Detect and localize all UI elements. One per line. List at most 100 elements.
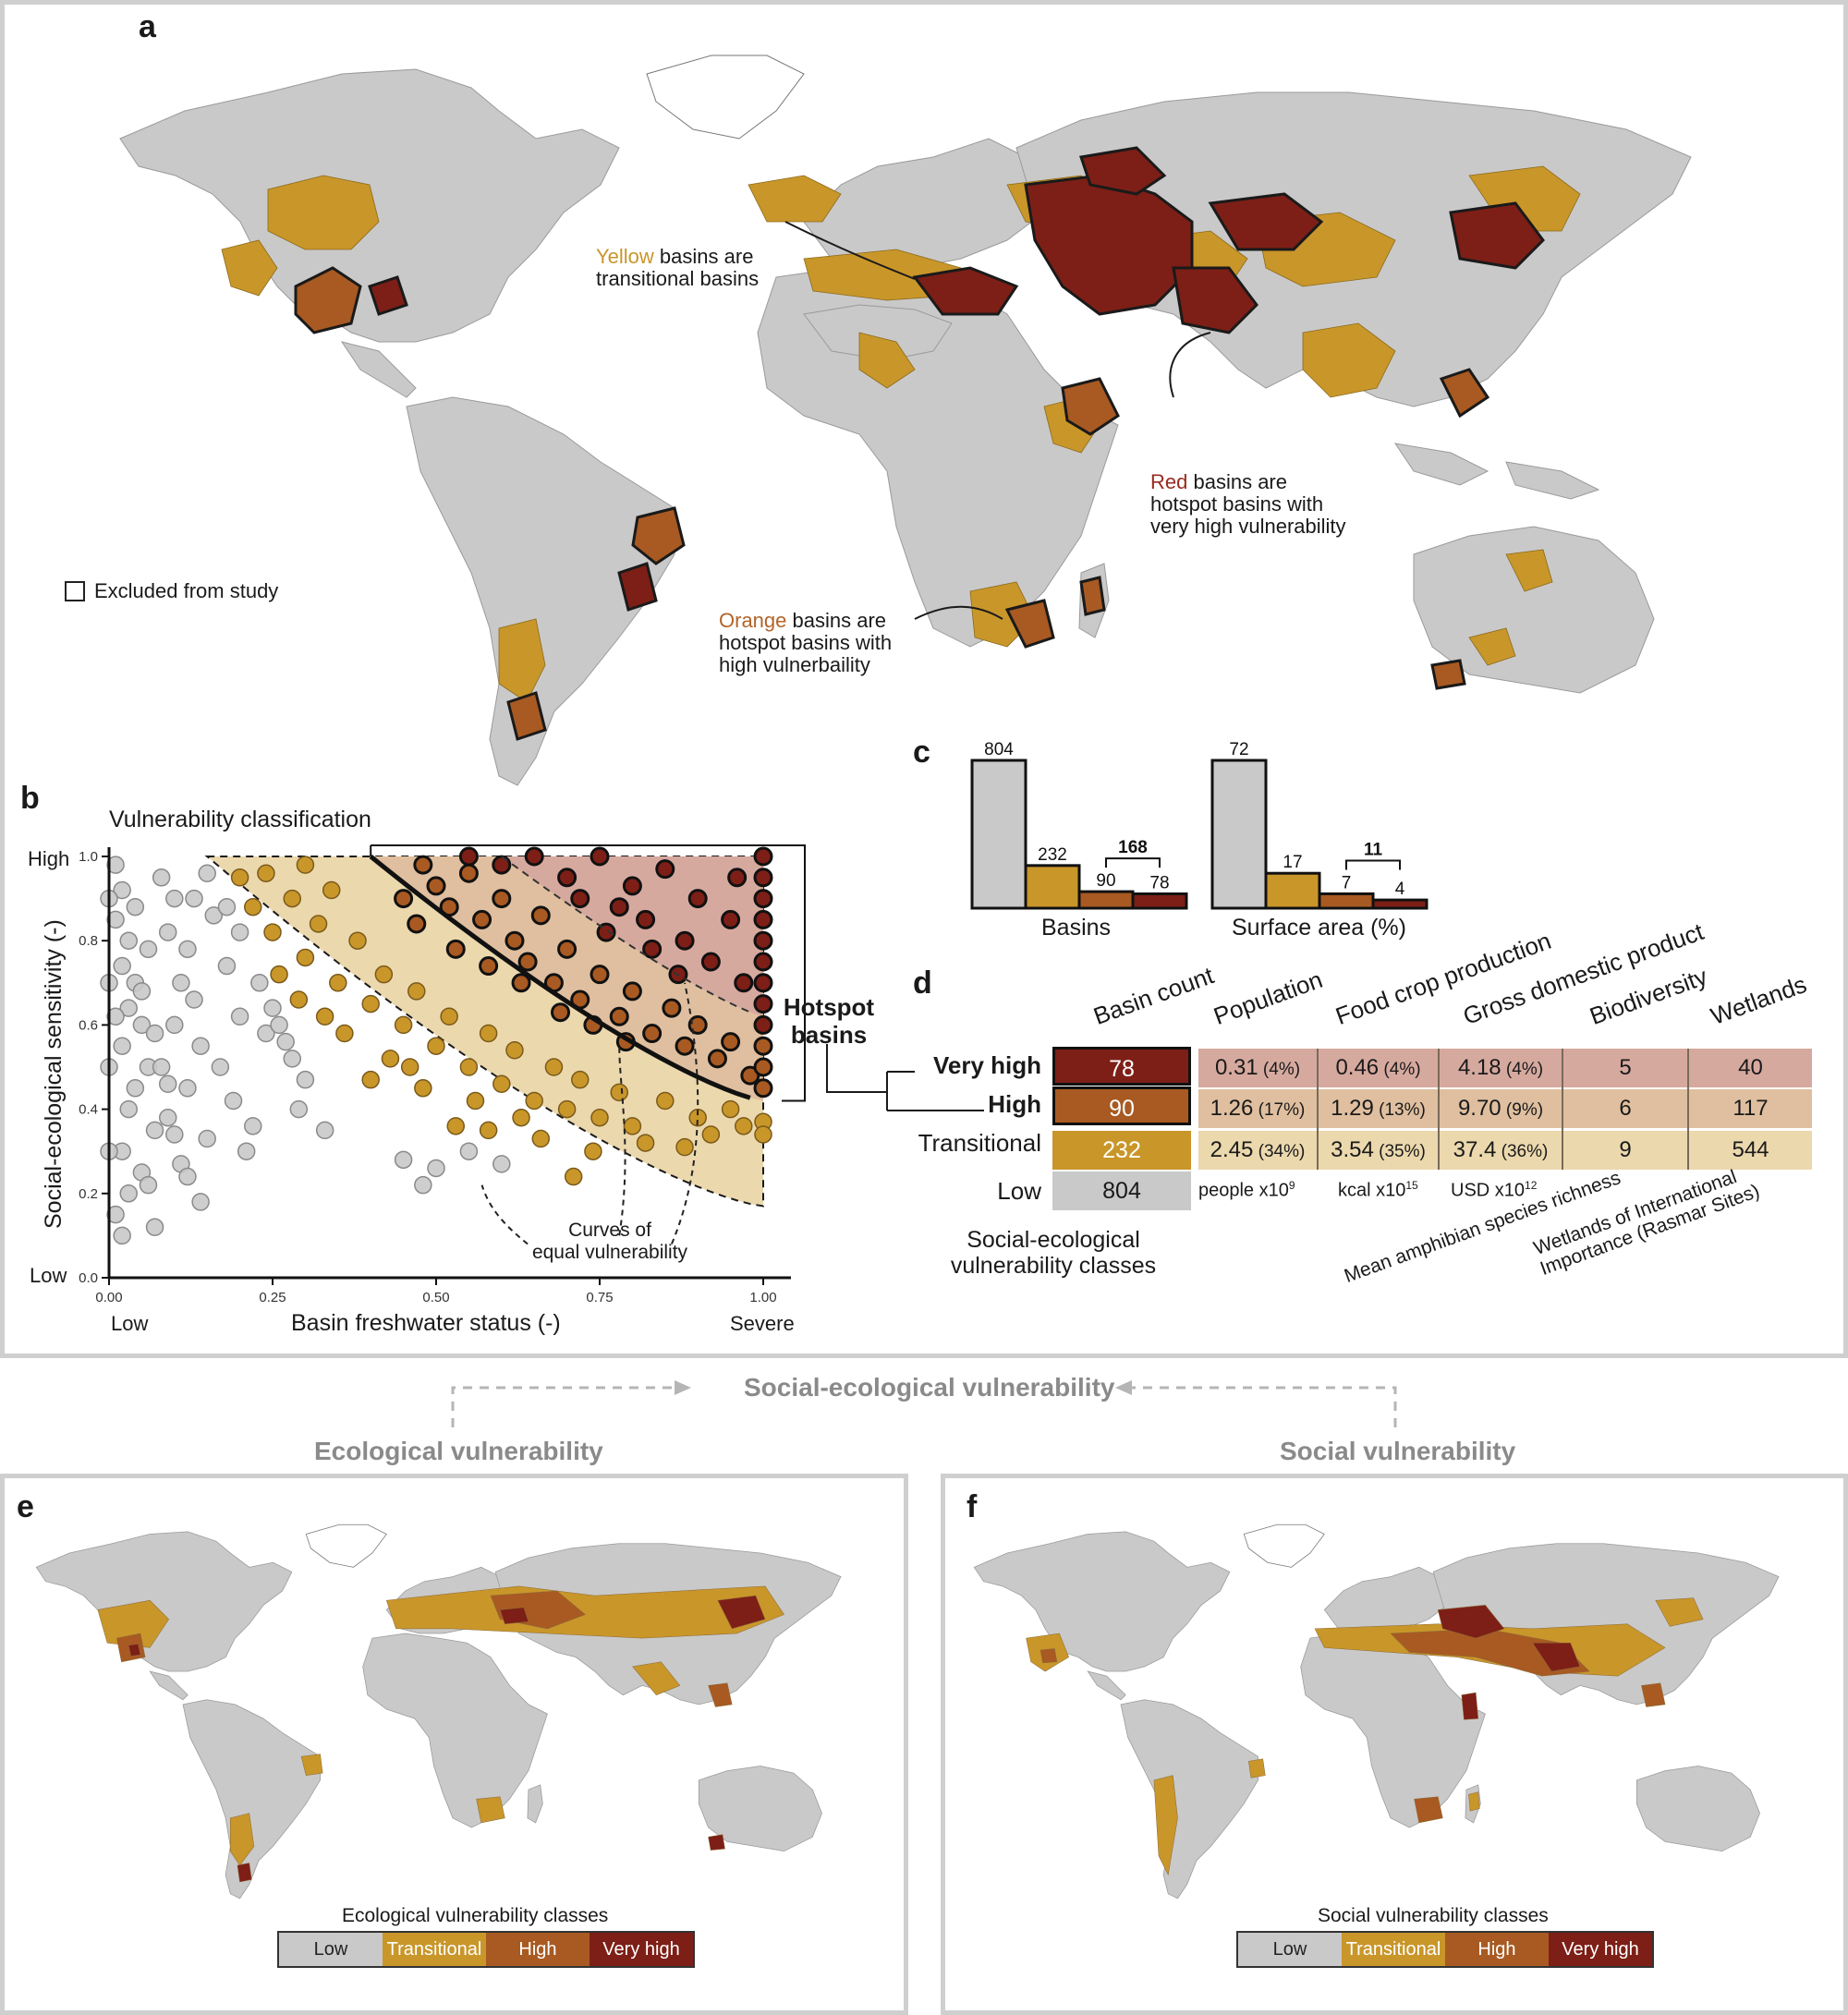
vulnerability-region <box>1153 1775 1178 1876</box>
scatter-point-low <box>198 864 216 882</box>
orange-annotation: Orange basins are hotspot basins with hi… <box>719 610 892 676</box>
scatter-point-transitional <box>400 1058 419 1076</box>
orange-rest-2: hotspot basins with <box>719 631 893 654</box>
scatter-point-low <box>178 940 197 959</box>
scatter-point-very-high <box>753 868 773 888</box>
land-shape <box>182 1699 321 1900</box>
unit-pop: people x109 <box>1198 1179 1295 1202</box>
scatter-point-transitional <box>459 1058 479 1076</box>
y-tick-label: 0.8 <box>79 933 98 949</box>
table-cell-percent: (34%) <box>1253 1142 1306 1161</box>
vulnerability-region <box>632 1661 681 1695</box>
scatter-point-very-high <box>687 889 708 909</box>
count-very-high: 78 <box>1052 1047 1191 1086</box>
scatter-point-low <box>185 990 203 1009</box>
scatter-point-high <box>753 1036 773 1056</box>
y-tick-label: 0.6 <box>79 1017 98 1033</box>
row-bg-high <box>1198 1089 1812 1128</box>
red-rest-2: hotspot basins with <box>1150 492 1324 516</box>
scatter-point-transitional <box>590 1108 609 1127</box>
scatter-point-high <box>505 930 525 951</box>
scatter-point-low <box>224 1091 243 1111</box>
scatter-point-very-high <box>753 930 773 951</box>
scatter-point-low <box>132 982 152 1001</box>
scatter-point-transitional <box>479 1024 498 1043</box>
unit-food-exp: 15 <box>1405 1179 1418 1192</box>
scatter-point-low <box>113 880 131 900</box>
table-cell-value: 37.4 <box>1453 1137 1497 1162</box>
legend-e-transitional: Transitional <box>383 1933 486 1966</box>
bar-surface-1 <box>1264 871 1321 910</box>
scatter-point-low <box>158 923 177 941</box>
scatter-point-high <box>721 1032 741 1052</box>
panel-letter-d: d <box>913 965 932 1001</box>
scatter-point-very-high <box>753 952 773 972</box>
world-map-a <box>119 55 1692 786</box>
scatter-point-low <box>289 1099 309 1119</box>
scatter-point-transitional <box>361 1070 380 1089</box>
legend-e: Low Transitional High Very high <box>277 1931 695 1968</box>
vulnerability-region <box>708 1682 733 1707</box>
table-cell: 0.46 (4%) <box>1319 1049 1438 1087</box>
scatter-point-high <box>479 956 499 977</box>
table-cell: 3.54 (35%) <box>1319 1131 1438 1170</box>
scatter-point-transitional <box>492 1074 511 1093</box>
scatter-point-low <box>204 906 224 925</box>
scatter-point-transitional <box>721 1099 740 1119</box>
land-shape <box>1120 1699 1258 1900</box>
panel-letter-c: c <box>913 734 930 770</box>
scatter-point-low <box>250 974 269 992</box>
count-high: 90 <box>1052 1086 1191 1125</box>
scatter-point-transitional <box>688 1108 707 1127</box>
table-cell-percent: (4%) <box>1379 1060 1421 1079</box>
legend-f: Low Transitional High Very high <box>1236 1931 1654 1968</box>
table-cell-percent: (13%) <box>1373 1100 1426 1120</box>
x-tick-label: 0.25 <box>259 1290 286 1305</box>
bar-basins-3 <box>1131 892 1188 910</box>
greenland-excluded <box>305 1523 387 1568</box>
row-label-very-high: Very high <box>932 1051 1041 1079</box>
map-a-greenland-excluded <box>646 55 805 140</box>
bar-basins-1 <box>1024 864 1081 910</box>
land-shape <box>527 1784 543 1824</box>
yellow-rest-2: transitional basins <box>596 267 760 290</box>
row-bg-transitional <box>1198 1131 1812 1170</box>
yellow-rest-1: basins are <box>659 245 754 268</box>
scatter-point-low <box>126 897 145 916</box>
bar-basins-0 <box>970 759 1027 910</box>
panel-letter-e: e <box>17 1489 34 1524</box>
scatter-point-very-high <box>727 868 748 888</box>
bars-basins-label: Basins <box>1041 915 1112 941</box>
table-cell-value: 4.18 <box>1457 1055 1502 1080</box>
scatter-point-transitional <box>571 1070 590 1089</box>
scatter-point-transitional <box>335 1024 354 1043</box>
panel-letter-f: f <box>967 1489 978 1524</box>
flow-top-title: Social-ecological vulnerability <box>744 1373 1115 1402</box>
table-cell-percent: (9%) <box>1501 1100 1544 1120</box>
scatter-point-very-high <box>753 846 773 867</box>
table-cell: 544 <box>1689 1131 1812 1170</box>
scatter-point-high <box>413 855 433 875</box>
scatter-point-transitional <box>322 880 341 900</box>
scatter-point-very-high <box>753 909 773 929</box>
table-cell: 37.4 (36%) <box>1440 1131 1562 1170</box>
vulnerability-region <box>476 1796 505 1824</box>
scatter-point-transitional <box>329 974 347 992</box>
x-tick-label: 1.00 <box>749 1290 776 1305</box>
scatter-point-transitional <box>374 965 394 984</box>
x-axis-label: Basin freshwater status (-) <box>291 1310 561 1336</box>
scatter-point-very-high <box>590 846 610 867</box>
bar-basins-2 <box>1077 890 1135 910</box>
col-sep-3 <box>1562 1049 1563 1170</box>
scatter-point-very-high <box>458 846 479 867</box>
scatter-point-low <box>237 1142 256 1160</box>
x-end-severe: Severe <box>730 1312 795 1335</box>
x-tick-label: 0.50 <box>422 1290 449 1305</box>
equal-vulnerability-curve <box>501 856 751 1014</box>
scatter-point-low <box>165 1125 184 1144</box>
land-shape <box>149 1670 188 1701</box>
greenland-excluded <box>1243 1523 1325 1568</box>
scatter-point-low <box>106 1205 125 1224</box>
table-cell: 5 <box>1563 1049 1687 1087</box>
y-tick-label: 0.0 <box>79 1270 98 1286</box>
